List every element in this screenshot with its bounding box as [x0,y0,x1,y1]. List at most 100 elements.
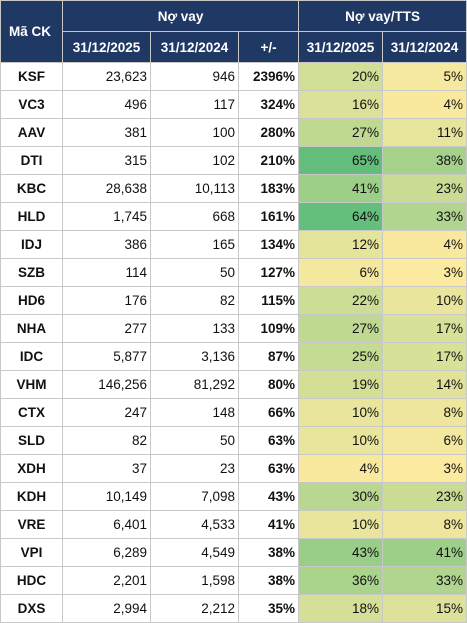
ratio-2024-cell: 4% [382,230,467,259]
stock-code-cell: HD6 [0,286,63,315]
header-ratio-group: Nợ vay/TTS [298,0,467,32]
change-pct-cell: 41% [237,510,300,539]
debt-2025-cell: 381 [62,118,151,147]
ratio-2024-cell: 23% [382,482,467,511]
change-pct-cell: 66% [237,398,300,427]
debt-2024-cell: 10,113 [150,174,239,203]
header-debt-2025: 31/12/2025 [62,31,151,63]
stock-code-cell: DTI [0,146,63,175]
change-pct-cell: 161% [237,202,300,231]
change-pct-cell: 280% [237,118,300,147]
change-pct-cell: 134% [237,230,300,259]
ratio-2025-cell: 27% [298,118,384,147]
debt-2025-cell: 176 [62,286,151,315]
ratio-2025-cell: 20% [298,62,384,91]
ratio-2025-cell: 6% [298,258,384,287]
ratio-2024-cell: 4% [382,90,467,119]
stock-code-cell: HLD [0,202,63,231]
change-pct-cell: 35% [237,594,300,623]
header-debt-group: Nợ vay [61,0,300,32]
change-pct-cell: 43% [237,482,300,511]
table-row: DXS 2,994 2,212 35% 18% 15% [0,594,467,623]
ratio-2025-cell: 10% [298,426,384,455]
ratio-2024-cell: 14% [382,370,467,399]
debt-2025-cell: 5,877 [62,342,151,371]
ratio-2024-cell: 8% [382,398,467,427]
debt-2025-cell: 1,745 [62,202,151,231]
debt-2025-cell: 277 [62,314,151,343]
ratio-2025-cell: 64% [298,202,384,231]
debt-2025-cell: 28,638 [62,174,151,203]
debt-2024-cell: 148 [150,398,239,427]
ratio-2024-cell: 3% [382,454,467,483]
ratio-2025-cell: 65% [298,146,384,175]
stock-code-cell: HDC [0,566,63,595]
ratio-2025-cell: 36% [298,566,384,595]
debt-2024-cell: 23 [150,454,239,483]
ratio-2024-cell: 38% [382,146,467,175]
debt-2024-cell: 2,212 [150,594,239,623]
ratio-2024-cell: 33% [382,566,467,595]
debt-2024-cell: 50 [150,258,239,287]
stock-code-cell: DXS [0,594,63,623]
stock-code-cell: IDJ [0,230,63,259]
debt-2024-cell: 1,598 [150,566,239,595]
ratio-2025-cell: 19% [298,370,384,399]
change-pct-cell: 2396% [237,62,300,91]
change-pct-cell: 80% [237,370,300,399]
change-pct-cell: 127% [237,258,300,287]
stock-code-cell: AAV [0,118,63,147]
ratio-2025-cell: 41% [298,174,384,203]
table-row: VC3 496 117 324% 16% 4% [0,90,467,119]
ratio-2025-cell: 27% [298,314,384,343]
stock-code-cell: VPI [0,538,63,567]
table-row: VHM 146,256 81,292 80% 19% 14% [0,370,467,399]
ratio-2024-cell: 33% [382,202,467,231]
debt-2024-cell: 4,549 [150,538,239,567]
table-row: HDC 2,201 1,598 38% 36% 33% [0,566,467,595]
change-pct-cell: 324% [237,90,300,119]
debt-2025-cell: 496 [62,90,151,119]
debt-2024-cell: 102 [150,146,239,175]
debt-2024-cell: 133 [150,314,239,343]
stock-code-cell: KBC [0,174,63,203]
table-row: KDH 10,149 7,098 43% 30% 23% [0,482,467,511]
change-pct-cell: 63% [237,454,300,483]
header-code: Mã CK [0,0,63,63]
debt-2024-cell: 81,292 [150,370,239,399]
header-ratio-2024: 31/12/2024 [382,31,467,63]
ratio-2025-cell: 43% [298,538,384,567]
debt-2024-cell: 946 [150,62,239,91]
debt-2025-cell: 315 [62,146,151,175]
table-body: KSF 23,623 946 2396% 20% 5% VC3 496 117 324% 16% 4%… [0,62,467,623]
table-row: VPI 6,289 4,549 38% 43% 41% [0,538,467,567]
debt-2025-cell: 386 [62,230,151,259]
debt-2024-cell: 50 [150,426,239,455]
debt-2025-cell: 37 [62,454,151,483]
table-row: IDC 5,877 3,136 87% 25% 17% [0,342,467,371]
table-row: KSF 23,623 946 2396% 20% 5% [0,62,467,91]
change-pct-cell: 38% [237,538,300,567]
ratio-2025-cell: 12% [298,230,384,259]
ratio-2025-cell: 16% [298,90,384,119]
stock-code-cell: KDH [0,482,63,511]
stock-code-cell: IDC [0,342,63,371]
table-row: CTX 247 148 66% 10% 8% [0,398,467,427]
change-pct-cell: 115% [237,286,300,315]
table-row: AAV 381 100 280% 27% 11% [0,118,467,147]
stock-code-cell: VHM [0,370,63,399]
change-pct-cell: 63% [237,426,300,455]
stock-code-cell: VRE [0,510,63,539]
stock-code-cell: SZB [0,258,63,287]
ratio-2024-cell: 8% [382,510,467,539]
ratio-2025-cell: 30% [298,482,384,511]
debt-2025-cell: 82 [62,426,151,455]
debt-2024-cell: 165 [150,230,239,259]
header-ratio-2025: 31/12/2025 [298,31,384,63]
table-row: IDJ 386 165 134% 12% 4% [0,230,467,259]
ratio-2025-cell: 4% [298,454,384,483]
debt-2024-cell: 117 [150,90,239,119]
debt-2024-cell: 100 [150,118,239,147]
header-change: +/- [237,31,300,63]
